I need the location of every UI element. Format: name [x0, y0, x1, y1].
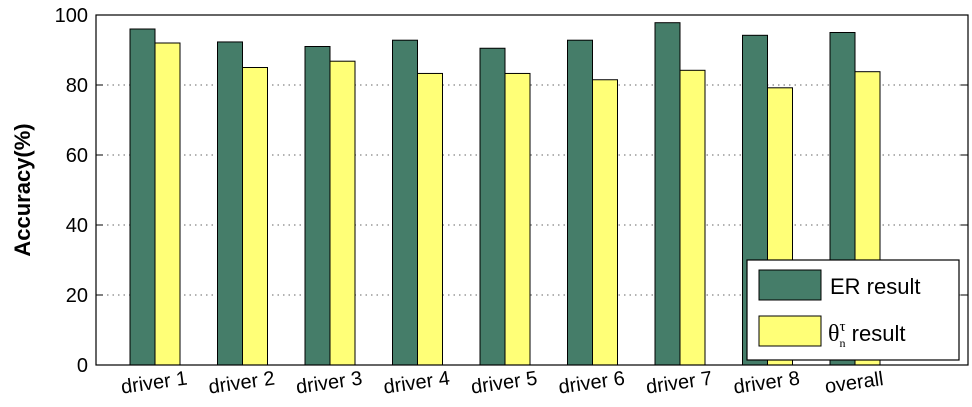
x-tick-label: driver 1	[120, 368, 189, 399]
legend-swatch-theta	[758, 315, 822, 347]
bar-er-4	[392, 39, 418, 366]
legend-label-theta: θτ n result	[828, 319, 905, 350]
bar-theta-4	[417, 72, 443, 366]
y-tick-label: 60	[66, 145, 88, 167]
x-tick-label: driver 2	[207, 368, 276, 399]
x-tick-label: driver 5	[470, 368, 539, 399]
x-tick-label: overall	[823, 368, 884, 398]
legend-theta-symbol: θ	[828, 321, 840, 347]
bar-er-1	[129, 28, 156, 366]
bar-theta-5	[504, 72, 531, 366]
x-tick-label: driver 7	[645, 368, 714, 399]
plot-area	[95, 14, 969, 366]
y-tick-label: 40	[66, 215, 88, 237]
bars	[129, 22, 881, 366]
bar-theta-7	[679, 69, 706, 366]
x-tick-label: driver 3	[295, 368, 364, 399]
legend-theta-sup: τ	[840, 319, 846, 335]
bar-er-5	[479, 47, 506, 366]
legend-swatch-er	[758, 269, 822, 301]
y-axis-label: Accuracy(%)	[10, 123, 35, 256]
y-tick-label: 0	[77, 355, 88, 377]
bar-theta-3	[329, 60, 356, 366]
bar-theta-2	[242, 67, 268, 366]
bar-theta-6	[592, 79, 618, 366]
y-tick-label: 80	[66, 75, 88, 97]
y-tick-label: 100	[55, 5, 88, 27]
bar-er-3	[304, 46, 331, 366]
y-tick-label: 20	[66, 285, 88, 307]
bar-theta-1	[154, 42, 181, 366]
bar-er-7	[654, 22, 681, 366]
legend: ER result θτ n result	[746, 259, 960, 361]
x-tick-label: driver 4	[382, 368, 451, 399]
legend-theta-sub: n	[840, 336, 846, 350]
legend-theta-suffix: result	[846, 321, 906, 346]
bar-er-6	[567, 39, 593, 366]
legend-label-er: ER result	[830, 274, 920, 299]
x-tick-label: driver 6	[557, 368, 626, 399]
x-tick-label: driver 8	[732, 368, 801, 399]
bar-er-2	[217, 41, 243, 366]
